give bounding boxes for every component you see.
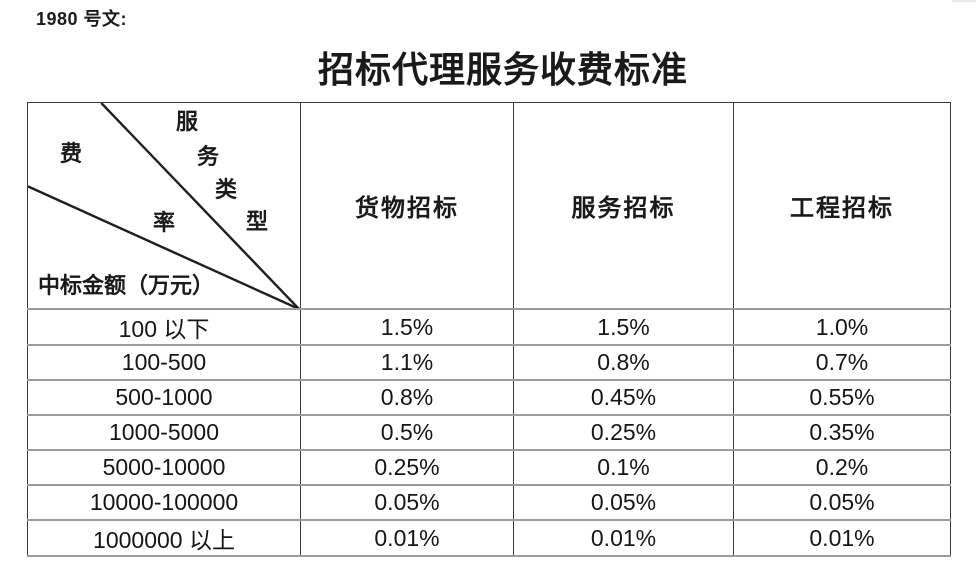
rate-cell: 0.25% xyxy=(300,449,514,486)
page-title: 招标代理服务收费标准 xyxy=(317,50,688,90)
corner-fee-rate-char: 率 xyxy=(153,210,176,235)
rate-cell: 0.01% xyxy=(733,519,951,557)
table-row: 1000-5000 0.5% 0.25% 0.35% xyxy=(27,414,951,451)
rate-cell: 0.05% xyxy=(300,484,514,521)
rate-cell: 0.01% xyxy=(300,519,514,557)
rate-cell: 0.35% xyxy=(733,414,951,451)
table-row: 1000000 以上 0.01% 0.01% 0.01% xyxy=(27,519,951,557)
rate-cell: 0.1% xyxy=(513,449,734,486)
row-label: 1000000 以上 xyxy=(27,519,301,557)
rate-cell: 0.5% xyxy=(300,414,514,451)
table-row: 5000-10000 0.25% 0.1% 0.2% xyxy=(27,449,951,486)
corner-fee-rate-char: 费 xyxy=(60,141,83,166)
table-row: 100 以下 1.5% 1.5% 1.0% xyxy=(27,308,951,346)
doc-reference-label: 1980 号文: xyxy=(36,9,128,29)
rate-cell: 0.8% xyxy=(300,379,514,416)
table-row: 10000-100000 0.05% 0.05% 0.05% xyxy=(27,484,951,521)
diagonal-lines xyxy=(28,103,299,308)
rate-cell: 0.2% xyxy=(733,449,951,486)
corner-amount-label: 中标金额（万元） xyxy=(38,273,215,298)
rate-cell: 1.5% xyxy=(300,308,514,346)
table-header-row: 费 率 服 务 类 型 中标金额（万元） 货物招标 服务招标 工程招标 xyxy=(27,102,951,310)
top-right-edge-artifact xyxy=(952,0,976,2)
diagonal-header-cell: 费 率 服 务 类 型 中标金额（万元） xyxy=(27,102,301,310)
corner-service-type-char: 服 xyxy=(176,109,199,134)
rate-cell: 0.8% xyxy=(513,344,734,381)
rate-cell: 1.5% xyxy=(513,308,734,346)
rate-cell: 0.05% xyxy=(513,484,734,521)
rate-cell: 0.05% xyxy=(733,484,951,521)
rate-cell: 1.1% xyxy=(300,344,514,381)
row-label: 100 以下 xyxy=(27,308,301,346)
row-label: 1000-5000 xyxy=(27,414,301,451)
row-label: 5000-10000 xyxy=(27,449,301,486)
table-row: 100-500 1.1% 0.8% 0.7% xyxy=(27,344,951,381)
row-label: 500-1000 xyxy=(27,379,301,416)
rate-cell: 0.45% xyxy=(513,379,734,416)
rate-cell: 0.55% xyxy=(733,379,951,416)
corner-service-type-char: 型 xyxy=(246,209,269,234)
rate-cell: 0.25% xyxy=(513,414,734,451)
column-header-services: 服务招标 xyxy=(513,102,734,310)
rate-cell: 0.01% xyxy=(513,519,734,557)
corner-service-type-char: 务 xyxy=(197,144,220,169)
corner-service-type-char: 类 xyxy=(215,177,238,202)
rate-cell: 0.7% xyxy=(733,344,951,381)
rate-cell: 1.0% xyxy=(733,308,951,346)
fee-standards-table: 费 率 服 务 类 型 中标金额（万元） 货物招标 服务招标 工程招标 100 … xyxy=(27,102,951,557)
row-label: 100-500 xyxy=(27,344,301,381)
row-label: 10000-100000 xyxy=(27,484,301,521)
column-header-works: 工程招标 xyxy=(733,102,951,310)
column-header-goods: 货物招标 xyxy=(300,102,514,310)
table-row: 500-1000 0.8% 0.45% 0.55% xyxy=(27,379,951,416)
